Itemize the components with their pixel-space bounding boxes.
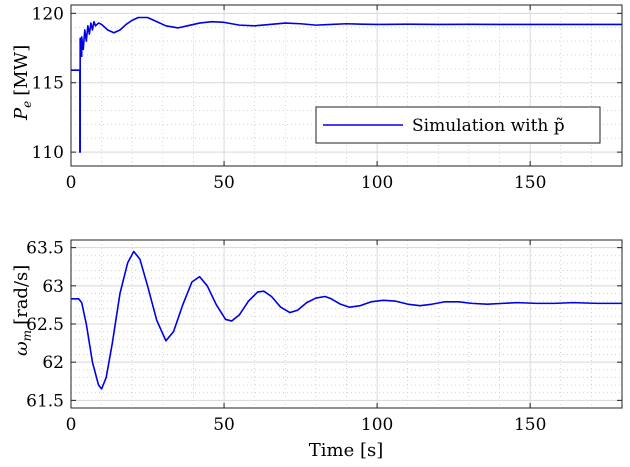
speed-ylabel-unit: [rad/s] (11, 265, 32, 325)
power-ylabel: Pe [MW] (11, 45, 34, 121)
series-line (71, 250, 622, 390)
x-tick-label: 0 (66, 415, 77, 435)
x-tick-label: 100 (361, 415, 393, 435)
y-tick-label: 63 (42, 277, 64, 297)
y-tick-label: 61.5 (26, 391, 64, 411)
speed-ticks: 0 50 100 150 61.5 62 62.5 63 63.5 (26, 239, 622, 435)
y-tick-label: 110 (32, 143, 64, 163)
x-tick-label: 150 (514, 173, 546, 193)
x-tick-label: 50 (213, 173, 235, 193)
y-tick-label: 62.5 (26, 315, 64, 335)
power-ticks: 0 50 100 150 110 115 120 (32, 4, 622, 193)
power-grid (70, 5, 622, 166)
x-tick-label: 150 (514, 415, 546, 435)
x-tick-label: 0 (66, 173, 77, 193)
legend-label: Simulation with p̃ (412, 116, 565, 136)
power-legend: Simulation with p̃ (315, 106, 601, 144)
y-tick-label: 63.5 (26, 239, 64, 259)
power-panel: 0 50 100 150 110 115 120 Simulation with p̃ Pe… (11, 4, 623, 193)
speed-panel: 0 50 100 150 61.5 62 62.5 63 63.5 ωm [rad/s] Time… (11, 239, 623, 461)
x-tick-label: 100 (361, 173, 393, 193)
power-ylabel-unit: [MW] (11, 45, 32, 96)
y-tick-label: 120 (32, 4, 64, 24)
power-axes-frame (70, 4, 623, 167)
power-ylabel-subscript: e (20, 101, 34, 108)
speed-ylabel: ωm [rad/s] (11, 265, 34, 356)
speed-ylabel-subscript: m (20, 330, 34, 341)
speed-xlabel: Time [s] (309, 440, 384, 461)
speed-series (71, 250, 622, 390)
power-series (71, 16, 622, 153)
y-tick-label: 62 (42, 353, 64, 373)
series-line (71, 16, 622, 153)
y-tick-label: 115 (32, 74, 64, 94)
speed-ylabel-symbol: ω (11, 341, 32, 356)
power-ylabel-symbol: P (11, 107, 32, 121)
x-tick-label: 50 (213, 415, 235, 435)
